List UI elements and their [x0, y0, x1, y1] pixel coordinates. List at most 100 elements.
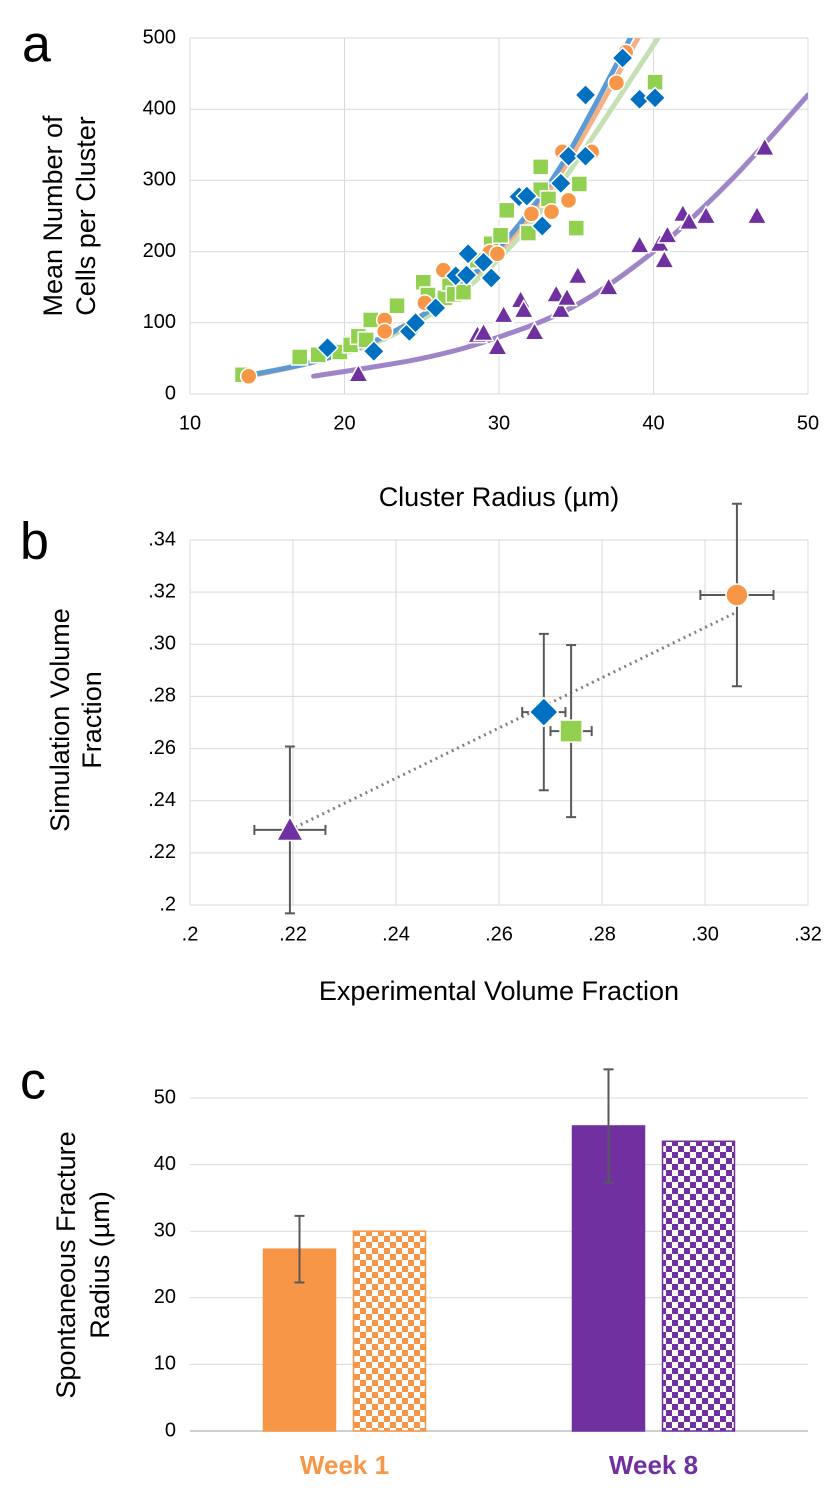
marker-circle [725, 583, 749, 607]
marker-triangle [678, 210, 700, 231]
marker-square [290, 348, 309, 366]
marker-square [388, 296, 406, 315]
marker-circle [559, 191, 578, 210]
y-tick-label: 50 [154, 1086, 176, 1108]
marker-triangle [486, 335, 509, 356]
y-tick-label: 30 [154, 1219, 176, 1241]
y-axis-label: Radius (µm) [85, 1191, 115, 1339]
y-tick-label: .24 [148, 789, 176, 811]
y-tick-label: .22 [148, 841, 176, 863]
marker-triangle [275, 815, 305, 842]
y-tick-label: 20 [154, 1286, 176, 1308]
marker-diamond [557, 144, 580, 168]
marker-diamond [528, 696, 560, 728]
error-bar [294, 1214, 305, 1284]
marker-diamond [549, 171, 573, 195]
x-tick-label: 10 [179, 412, 201, 434]
category-label: Week 8 [609, 1450, 698, 1480]
marker-diamond [455, 263, 479, 287]
marker-triangle [656, 224, 679, 244]
marker-square [570, 175, 589, 193]
fit-line [240, 38, 661, 379]
marker-square [559, 719, 583, 743]
marker-square [531, 158, 550, 176]
marker-diamond [472, 250, 496, 274]
marker-diamond [404, 311, 428, 335]
y-tick-label: 300 [143, 169, 176, 191]
x-tick-label: 30 [488, 412, 510, 434]
x-axis-label: Cluster Radius (µm) [379, 482, 620, 512]
marker-square [497, 201, 516, 220]
marker-triangle [492, 303, 515, 324]
marker-triangle [566, 264, 589, 285]
marker-triangle [753, 136, 776, 157]
y-tick-label: 0 [165, 1419, 176, 1441]
marker-triangle [597, 276, 620, 296]
y-tick-label: .28 [148, 685, 176, 707]
panel-label: b [20, 513, 49, 571]
marker-diamond [479, 266, 503, 290]
marker-triangle [549, 298, 572, 319]
marker-diamond [574, 144, 597, 168]
marker-circle [522, 205, 541, 223]
y-tick-label: .32 [148, 580, 176, 602]
marker-square [491, 226, 510, 244]
marker-triangle [695, 204, 717, 225]
y-tick-label: 40 [154, 1153, 176, 1175]
bar [352, 1230, 427, 1432]
marker-diamond [424, 296, 448, 320]
fit-line [246, 38, 641, 379]
marker-diamond [362, 339, 386, 363]
y-tick-label: 400 [143, 97, 176, 119]
marker-diamond [456, 242, 480, 266]
y-tick-label: .2 [159, 893, 176, 915]
fit-lines [240, 38, 808, 379]
marker-diamond [316, 336, 339, 360]
x-axis-label: Experimental Volume Fraction [319, 976, 679, 1006]
marker-triangle [653, 248, 676, 269]
marker-triangle [523, 320, 546, 341]
marker-triangle [472, 321, 495, 342]
marker-square [519, 224, 538, 242]
x-tick-label: .26 [485, 923, 513, 945]
y-tick-label: .26 [148, 737, 176, 759]
x-tick-label: 40 [642, 412, 664, 434]
marker-circle [239, 367, 258, 385]
marker-circle [375, 322, 394, 341]
marker-circle [542, 202, 561, 221]
marker-triangle [746, 204, 768, 225]
y-tick-label: 200 [143, 240, 176, 262]
x-tick-label: 20 [333, 412, 355, 434]
x-tick-label: .32 [794, 923, 822, 945]
y-axis-label: Simulation Volume [45, 608, 75, 832]
y-tick-label: .30 [148, 633, 176, 655]
y-tick-label: 0 [165, 382, 176, 404]
y-axis-label: Cells per Cluster [71, 116, 101, 316]
marker-triangle [347, 362, 370, 383]
marker-diamond [643, 86, 667, 110]
y-tick-label: 100 [143, 311, 176, 333]
y-tick-label: 10 [154, 1353, 176, 1375]
y-axis-label: Mean Number of [38, 115, 68, 317]
marker-circle [607, 74, 626, 92]
marker-triangle [628, 234, 651, 254]
marker-diamond [611, 46, 635, 70]
marker-circle [488, 244, 507, 263]
marker-diamond [530, 214, 554, 238]
error-bar [603, 1068, 614, 1184]
x-tick-label: .30 [691, 923, 719, 945]
x-tick-label: .24 [382, 923, 410, 945]
x-tick-label: .28 [588, 923, 616, 945]
x-tick-label: 50 [797, 412, 819, 434]
y-tick-label: 500 [143, 26, 176, 48]
x-tick-label: .2 [182, 923, 199, 945]
marker-triangle [512, 298, 535, 319]
marker-triangle [556, 286, 578, 307]
y-axis-label: Spontaneous Fracture [51, 1131, 81, 1398]
panel-label: c [20, 1053, 46, 1111]
category-label: Week 1 [300, 1450, 389, 1480]
y-axis-label: Fraction [77, 671, 107, 769]
marker-diamond [574, 83, 597, 107]
